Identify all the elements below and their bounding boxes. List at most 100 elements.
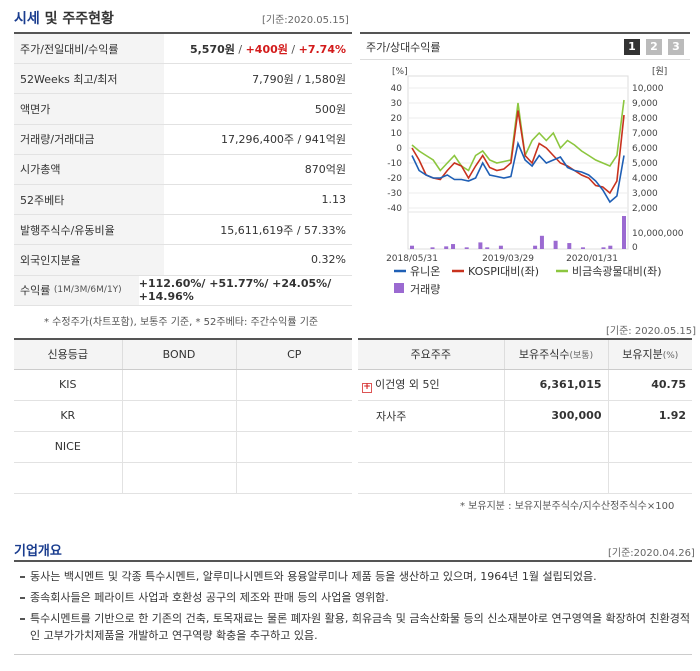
credit-cp bbox=[235, 369, 352, 401]
volume-bar bbox=[498, 245, 503, 249]
credit-header: 신용등급 bbox=[14, 339, 122, 370]
volume-bar bbox=[444, 246, 449, 249]
holder-shares: 6,361,015 bbox=[503, 369, 608, 401]
sep: / bbox=[287, 42, 299, 56]
row-value: 1.13 bbox=[321, 193, 347, 207]
volume-tick-label: 10,000,000 bbox=[632, 229, 684, 239]
volume-bar bbox=[410, 245, 414, 249]
row-label: 주가/전일대비/수익률 bbox=[14, 34, 164, 64]
price-row: 액면가 500원 bbox=[14, 94, 352, 125]
credit-row: KR bbox=[14, 400, 352, 432]
holder-pct: 40.75 bbox=[607, 369, 692, 401]
chart-page-1-button[interactable]: 1 bbox=[624, 38, 640, 55]
credit-bond bbox=[121, 369, 236, 401]
credit-table: 신용등급 BOND CP KIS KR NICE bbox=[14, 338, 352, 494]
row-label: 시가총액 bbox=[14, 154, 164, 184]
legend-label: 거래량 bbox=[410, 283, 440, 296]
series-line-0 bbox=[411, 140, 625, 204]
credit-agency: NICE bbox=[14, 431, 122, 463]
credit-cp bbox=[235, 400, 352, 432]
right-tick-label: 4,000 bbox=[632, 174, 658, 184]
row-label: 52Weeks 최고/최저 bbox=[14, 64, 164, 94]
title-rest: 및 주주현황 bbox=[44, 11, 114, 27]
right-tick-label: 2,000 bbox=[632, 204, 658, 214]
right-unit-label: [원] bbox=[652, 66, 667, 77]
price-now: 5,570원 bbox=[189, 42, 235, 56]
sep: / bbox=[234, 42, 246, 56]
legend-swatch bbox=[394, 283, 404, 293]
holder-name[interactable]: 이건영 외 5인 bbox=[375, 378, 440, 392]
left-tick-label: 40 bbox=[391, 84, 403, 94]
holders-header: 보유주식수(보통) bbox=[503, 339, 608, 370]
holder-name: 자사주 bbox=[358, 400, 504, 432]
row-value: 0.32% bbox=[311, 253, 346, 267]
right-tick-label: 9,000 bbox=[632, 99, 658, 109]
credit-agency: KR bbox=[14, 400, 122, 432]
holder-row: + 이건영 외 5인 6,361,015 40.75 bbox=[358, 369, 692, 401]
holder-row bbox=[358, 431, 692, 463]
title-main: 시세 bbox=[14, 11, 40, 27]
shareholder-table: 주요주주 보유주식수(보통) 보유지분(%) + 이건영 외 5인 6,361,0… bbox=[358, 338, 692, 494]
holders-header-sub: (보통) bbox=[569, 351, 594, 362]
series-line-1 bbox=[411, 110, 625, 195]
price-row: 수익률 (1M/3M/6M/1Y) +112.60%/ +51.77%/ +24… bbox=[14, 275, 352, 306]
label-main: 수익률 bbox=[20, 284, 51, 298]
holder-shares bbox=[503, 462, 608, 494]
volume-bar bbox=[533, 245, 538, 249]
label-sub: (1M/3M/6M/1Y) bbox=[53, 285, 122, 296]
row-label: 거래량/거래대금 bbox=[14, 124, 164, 154]
right-tick-label: 10,000 bbox=[632, 84, 664, 94]
credit-bond bbox=[121, 431, 236, 463]
chart-page-2-button[interactable]: 2 bbox=[646, 38, 662, 55]
holder-pct bbox=[607, 462, 692, 494]
holder-row: 자사주 300,000 1.92 bbox=[358, 400, 692, 432]
volume-bar bbox=[451, 244, 456, 249]
price-row: 52Weeks 최고/최저 7,790원 / 1,580원 bbox=[14, 64, 352, 95]
price-row: 52주베타 1.13 bbox=[14, 184, 352, 216]
left-tick-label: 0 bbox=[396, 144, 402, 154]
chart-page-3-button[interactable]: 3 bbox=[668, 38, 684, 55]
price-row: 주가/전일대비/수익률 5,570원 / +400원 / +7.74% bbox=[14, 34, 352, 65]
holder-name-cell: + 이건영 외 5인 bbox=[358, 369, 504, 401]
price-row: 외국인지분율 0.32% bbox=[14, 245, 352, 276]
overview-title: 기업개요 bbox=[14, 544, 62, 559]
volume-bar bbox=[608, 245, 613, 249]
volume-bar bbox=[567, 243, 572, 249]
price-chart: 40 30 20 10 0 -10 -20 -30 -40 10,000 9,000 8,000 7,0… bbox=[386, 66, 684, 296]
row-label: 수익률 (1M/3M/6M/1Y) bbox=[14, 275, 139, 305]
holder-pct: 1.92 bbox=[607, 400, 692, 432]
chart-pager: 1 2 3 bbox=[624, 38, 684, 55]
credit-bond bbox=[121, 462, 236, 494]
row-label: 52주베타 bbox=[14, 184, 164, 215]
overview-item: 특수시멘트를 기반으로 한 기존의 건축, 토목재료는 물론 폐자원 활용, 희… bbox=[18, 610, 692, 644]
left-tick-label: -10 bbox=[387, 159, 402, 169]
row-value: 15,611,619주 / 57.33% bbox=[220, 223, 346, 237]
holder-shares bbox=[503, 431, 608, 463]
row-label: 외국인지분율 bbox=[14, 245, 164, 275]
holder-row bbox=[358, 462, 692, 494]
price-table: 주가/전일대비/수익률 5,570원 / +400원 / +7.74% 52We… bbox=[14, 32, 352, 306]
credit-header-row: 신용등급 BOND CP bbox=[14, 339, 352, 370]
holders-header: 보유지분(%) bbox=[607, 339, 692, 370]
row-value: 5,570원 / +400원 / +7.74% bbox=[190, 41, 352, 57]
expand-plus-icon[interactable]: + bbox=[362, 382, 372, 393]
volume-bar bbox=[485, 247, 490, 249]
overview-date-label: [기준:2020.04.26] bbox=[608, 548, 695, 559]
row-label: 발행주식수/유동비율 bbox=[14, 215, 164, 245]
row-label: 액면가 bbox=[14, 94, 164, 124]
price-date-label: [기준:2020.05.15] bbox=[262, 15, 349, 26]
row-value: 870억원 bbox=[304, 163, 346, 177]
credit-header: CP bbox=[235, 339, 352, 370]
overview-item: 동사는 백시멘트 및 각종 특수시멘트, 알루미나시멘트와 용융알루미나 제품 … bbox=[18, 568, 692, 585]
row-value: 7,790원 / 1,580원 bbox=[252, 72, 346, 86]
overview-list: 동사는 백시멘트 및 각종 특수시멘트, 알루미나시멘트와 용융알루미나 제품 … bbox=[14, 560, 692, 655]
x-tick-label: 2020/01/31 bbox=[566, 254, 618, 264]
x-tick-label: 2018/05/31 bbox=[386, 254, 438, 264]
x-tick-label: 2019/03/29 bbox=[482, 254, 534, 264]
volume-bar bbox=[601, 247, 606, 249]
holders-note: * 보유지분 : 보유지분주식수/지수산정주식수×100 bbox=[460, 501, 675, 512]
chart-header: 주가/상대수익률 1 2 3 bbox=[360, 32, 690, 60]
credit-row bbox=[14, 462, 352, 494]
price-change-pct: +7.74% bbox=[298, 42, 346, 56]
credit-bond bbox=[121, 400, 236, 432]
